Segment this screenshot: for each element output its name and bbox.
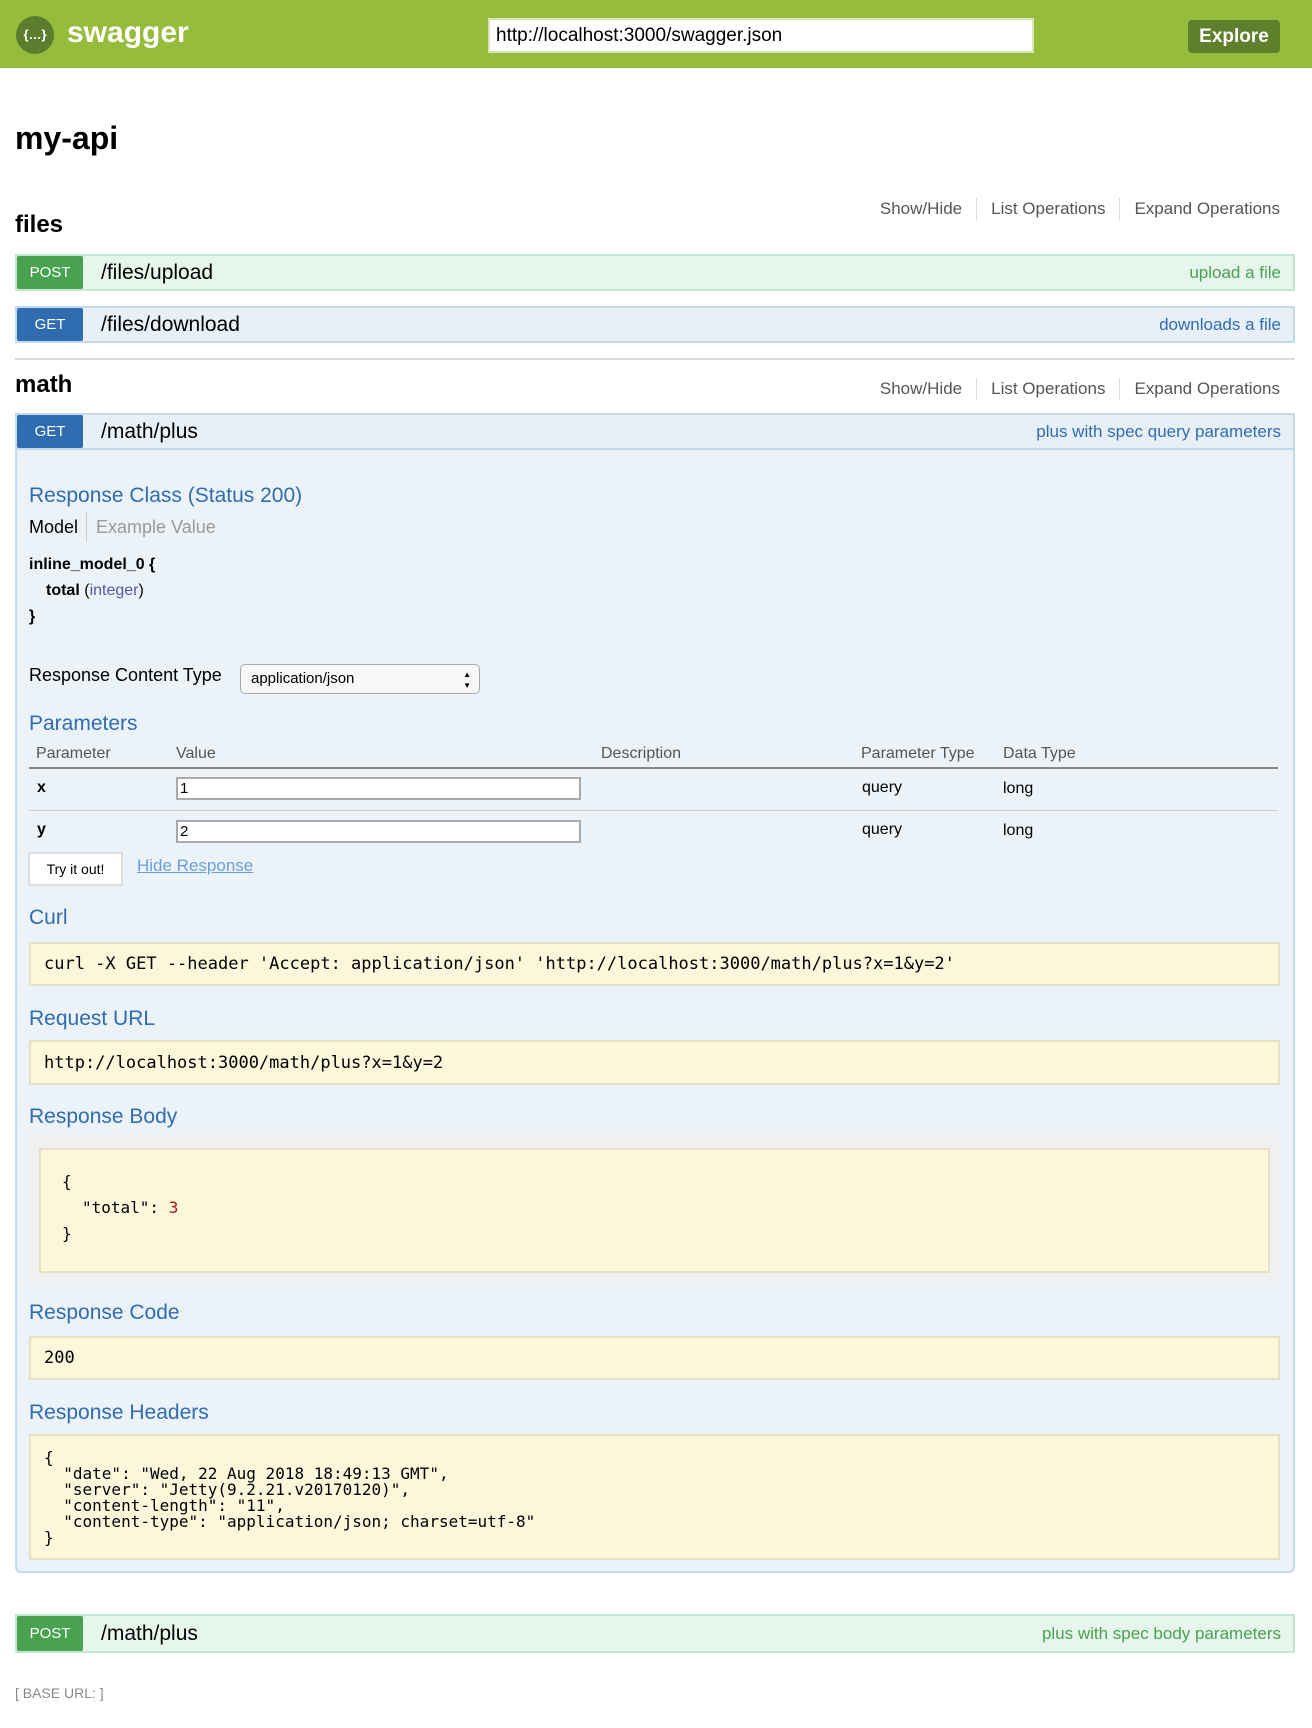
response-class-heading: Response Class (Status 200) <box>29 484 303 507</box>
request-url-box: http://localhost:3000/math/plus?x=1&y=2 <box>29 1040 1280 1085</box>
spec-url-input[interactable] <box>488 18 1034 53</box>
response-headers-heading: Response Headers <box>29 1401 209 1424</box>
response-headers-box: { "date": "Wed, 22 Aug 2018 18:49:13 GMT… <box>29 1434 1280 1560</box>
model-field: total (integer) <box>46 582 144 599</box>
list-operations-link[interactable]: List Operations <box>976 378 1119 400</box>
method-badge: POST <box>17 256 83 289</box>
param-x-input[interactable] <box>176 777 581 800</box>
col-parameter: Parameter <box>36 745 111 762</box>
tab-separator <box>86 512 87 542</box>
base-url: [ BASE URL: ] <box>15 1685 104 1701</box>
show-hide-link[interactable]: Show/Hide <box>879 199 963 218</box>
files-tag-links: Show/Hide List Operations Expand Operati… <box>866 198 1280 220</box>
hide-response-link[interactable]: Hide Response <box>137 856 254 875</box>
request-url-heading: Request URL <box>29 1007 156 1030</box>
body-line: "total": 3 <box>82 1198 178 1217</box>
data-type: long <box>1003 822 1034 839</box>
param-type: query <box>862 821 903 838</box>
body-open: { <box>62 1172 72 1191</box>
method-badge: POST <box>17 1616 83 1651</box>
selected-value: application/json <box>251 670 355 687</box>
example-value-tab[interactable]: Example Value <box>96 517 216 537</box>
expand-operations-link[interactable]: Expand Operations <box>1119 378 1280 400</box>
api-title: my-api <box>15 120 119 156</box>
show-hide-link[interactable]: Show/Hide <box>879 379 963 398</box>
col-value: Value <box>176 745 216 762</box>
operation-path[interactable]: /math/plus <box>101 1621 198 1645</box>
brand-name[interactable]: swagger <box>67 16 189 49</box>
operation-get-math-plus[interactable]: GET /math/plus plus with spec query para… <box>15 413 1295 450</box>
content-type-select[interactable]: application/json ▲ ▼ <box>240 664 480 694</box>
row-rule <box>29 810 1278 811</box>
operation-details-panel <box>15 450 1295 1573</box>
data-type: long <box>1003 780 1034 797</box>
math-tag-links: Show/Hide List Operations Expand Operati… <box>866 378 1280 400</box>
response-body-heading: Response Body <box>29 1105 178 1128</box>
curl-box: curl -X GET --header 'Accept: applicatio… <box>29 942 1280 986</box>
method-badge: GET <box>17 308 83 341</box>
col-parameter-type: Parameter Type <box>861 745 975 762</box>
param-y-input[interactable] <box>176 820 581 843</box>
operation-summary[interactable]: upload a file <box>1189 262 1281 282</box>
response-code-heading: Response Code <box>29 1301 180 1324</box>
expand-operations-link[interactable]: Expand Operations <box>1119 198 1280 220</box>
model-close: } <box>29 608 36 625</box>
body-close: } <box>62 1224 72 1243</box>
param-name-y: y <box>37 821 46 838</box>
operation-get-files-download[interactable]: GET /files/download downloads a file <box>15 306 1295 343</box>
response-code-box: 200 <box>29 1336 1280 1380</box>
tag-math[interactable]: math <box>15 371 73 398</box>
model-tab[interactable]: Model <box>29 517 79 537</box>
response-body-box <box>39 1148 1270 1273</box>
parameters-heading: Parameters <box>29 712 138 735</box>
operation-path[interactable]: /math/plus <box>101 419 198 443</box>
body-key: "total": <box>82 1198 169 1217</box>
operation-path[interactable]: /files/upload <box>101 260 214 284</box>
divider <box>15 358 1295 360</box>
operation-summary[interactable]: plus with spec body parameters <box>1041 1623 1281 1643</box>
body-value: 3 <box>168 1198 179 1217</box>
col-data-type: Data Type <box>1003 745 1076 762</box>
table-header-rule <box>29 767 1278 769</box>
model-name: inline_model_0 { <box>29 556 156 573</box>
param-type: query <box>862 779 903 796</box>
swagger-logo-icon: {…} <box>16 16 54 54</box>
operation-summary[interactable]: downloads a file <box>1159 314 1281 334</box>
list-operations-link[interactable]: List Operations <box>976 198 1119 220</box>
curl-heading: Curl <box>29 906 68 929</box>
param-name-x: x <box>37 779 46 796</box>
col-description: Description <box>601 745 682 762</box>
content-type-label: Response Content Type <box>29 665 222 685</box>
method-badge: GET <box>17 415 83 448</box>
field-name: total <box>46 582 80 599</box>
operation-post-files-upload[interactable]: POST /files/upload upload a file <box>15 254 1295 291</box>
explore-button[interactable]: Explore <box>1188 20 1280 53</box>
try-it-out-button[interactable]: Try it out! <box>28 852 123 886</box>
field-type: integer <box>89 582 139 599</box>
tag-files[interactable]: files <box>15 211 64 238</box>
operation-summary[interactable]: plus with spec query parameters <box>1036 421 1281 441</box>
operation-post-math-plus[interactable]: POST /math/plus plus with spec body para… <box>15 1614 1295 1653</box>
select-arrows-icon: ▲ ▼ <box>463 670 471 690</box>
operation-path[interactable]: /files/download <box>101 312 240 336</box>
